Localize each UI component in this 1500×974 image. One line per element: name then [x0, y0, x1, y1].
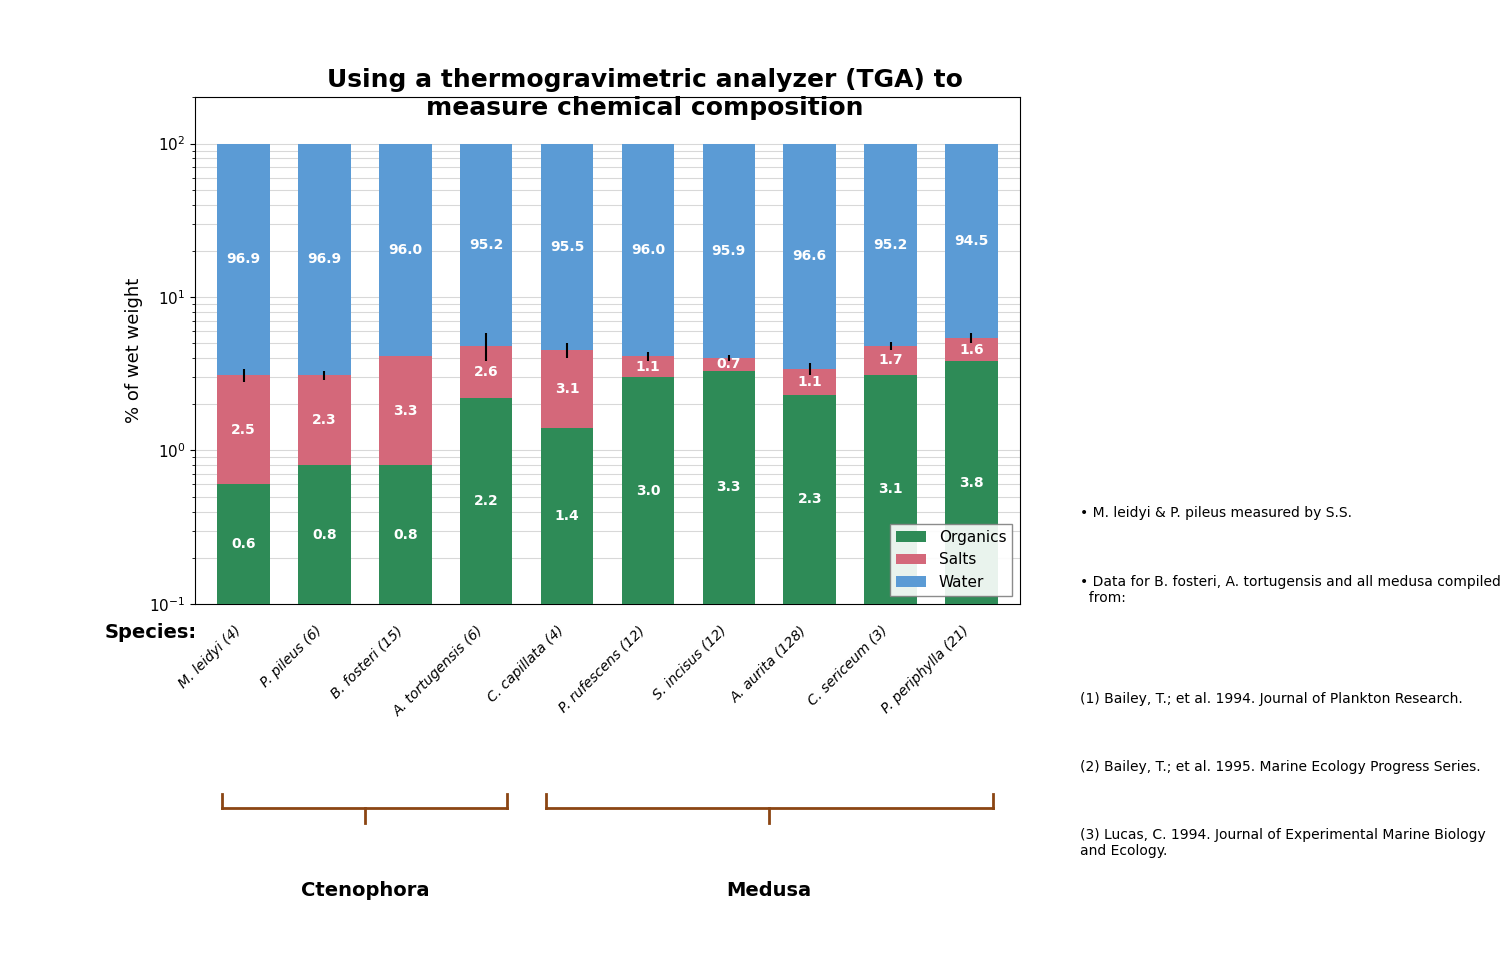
Text: 0.8: 0.8 — [312, 528, 336, 542]
Text: 2.6: 2.6 — [474, 365, 498, 379]
Text: 0.8: 0.8 — [393, 528, 417, 542]
Text: (1) Bailey, T.; et al. 1994. Journal of Plankton Research.: (1) Bailey, T.; et al. 1994. Journal of … — [1080, 692, 1462, 705]
Text: 2.3: 2.3 — [798, 493, 822, 506]
Bar — [702, 143, 754, 358]
Text: P. periphylla (21): P. periphylla (21) — [879, 623, 972, 716]
Text: 1.6: 1.6 — [958, 343, 984, 356]
Bar — [702, 371, 754, 974]
Text: 95.2: 95.2 — [873, 238, 907, 251]
Text: B. fosteri (15): B. fosteri (15) — [328, 623, 405, 700]
Text: A. aurita (128): A. aurita (128) — [729, 623, 810, 705]
Bar — [621, 143, 674, 356]
Text: 3.8: 3.8 — [958, 475, 984, 490]
Text: Species:: Species: — [105, 623, 196, 643]
Text: 1.1: 1.1 — [636, 359, 660, 374]
Text: 1.7: 1.7 — [879, 354, 903, 367]
Bar — [864, 375, 916, 974]
Text: 3.1: 3.1 — [555, 382, 579, 396]
Text: C. capillata (4): C. capillata (4) — [486, 623, 567, 705]
Bar — [542, 351, 594, 428]
Bar — [542, 428, 594, 974]
Text: 96.9: 96.9 — [226, 252, 261, 266]
Text: • M. leidyi & P. pileus measured by S.S.: • M. leidyi & P. pileus measured by S.S. — [1080, 506, 1352, 520]
Text: 3.3: 3.3 — [717, 480, 741, 495]
Legend: Organics, Salts, Water: Organics, Salts, Water — [890, 524, 1013, 596]
Bar — [298, 375, 351, 466]
Bar — [945, 361, 998, 974]
Bar — [945, 143, 998, 338]
Bar — [380, 143, 432, 356]
Text: 95.9: 95.9 — [711, 244, 746, 258]
Bar — [217, 375, 270, 484]
Bar — [460, 143, 513, 346]
Text: 95.2: 95.2 — [470, 238, 504, 251]
Text: 96.9: 96.9 — [308, 252, 342, 266]
Text: 3.3: 3.3 — [393, 404, 417, 418]
Bar — [702, 358, 754, 371]
Text: 95.5: 95.5 — [550, 240, 584, 254]
Bar — [783, 394, 836, 974]
Text: S. incisus (12): S. incisus (12) — [650, 623, 729, 702]
Bar — [621, 356, 674, 377]
Bar — [217, 143, 270, 375]
Bar — [217, 484, 270, 974]
Text: 2.2: 2.2 — [474, 494, 498, 507]
Text: 96.6: 96.6 — [792, 249, 826, 263]
Text: M. leidyi (4): M. leidyi (4) — [176, 623, 243, 692]
Text: P. pileus (6): P. pileus (6) — [258, 623, 324, 690]
Text: • Data for B. fosteri, A. tortugensis and all medusa compiled
  from:: • Data for B. fosteri, A. tortugensis an… — [1080, 575, 1500, 605]
Text: 3.0: 3.0 — [636, 483, 660, 498]
Bar — [460, 398, 513, 974]
Text: 96.0: 96.0 — [388, 243, 423, 257]
Text: 2.3: 2.3 — [312, 413, 336, 428]
Bar — [783, 143, 836, 369]
Bar — [783, 369, 836, 394]
Text: 1.4: 1.4 — [555, 509, 579, 523]
Text: 94.5: 94.5 — [954, 234, 988, 247]
Text: Using a thermogravimetric analyzer (TGA) to
measure chemical composition: Using a thermogravimetric analyzer (TGA)… — [327, 68, 963, 120]
Bar — [864, 143, 916, 346]
Bar — [298, 143, 351, 375]
Text: C. sericeum (3): C. sericeum (3) — [806, 623, 891, 708]
Bar — [380, 466, 432, 974]
Text: 1.1: 1.1 — [798, 375, 822, 389]
Text: (2) Bailey, T.; et al. 1995. Marine Ecology Progress Series.: (2) Bailey, T.; et al. 1995. Marine Ecol… — [1080, 760, 1480, 773]
Text: Ctenophora: Ctenophora — [300, 881, 429, 901]
Bar — [621, 377, 674, 974]
Bar — [380, 356, 432, 466]
Text: A. tortugensis (6): A. tortugensis (6) — [392, 623, 486, 719]
Bar — [945, 338, 998, 361]
Text: 0.7: 0.7 — [717, 357, 741, 371]
Text: 0.6: 0.6 — [231, 538, 256, 551]
Text: Medusa: Medusa — [726, 881, 812, 901]
Text: 2.5: 2.5 — [231, 423, 256, 436]
Y-axis label: % of wet weight: % of wet weight — [126, 278, 144, 424]
Bar — [460, 346, 513, 398]
Text: 3.1: 3.1 — [879, 482, 903, 497]
Text: P. rufescens (12): P. rufescens (12) — [556, 623, 648, 715]
Text: (3) Lucas, C. 1994. Journal of Experimental Marine Biology
and Ecology.: (3) Lucas, C. 1994. Journal of Experimen… — [1080, 828, 1485, 858]
Bar — [298, 466, 351, 974]
Bar — [864, 346, 916, 375]
Bar — [542, 143, 594, 351]
Text: 96.0: 96.0 — [632, 243, 664, 257]
